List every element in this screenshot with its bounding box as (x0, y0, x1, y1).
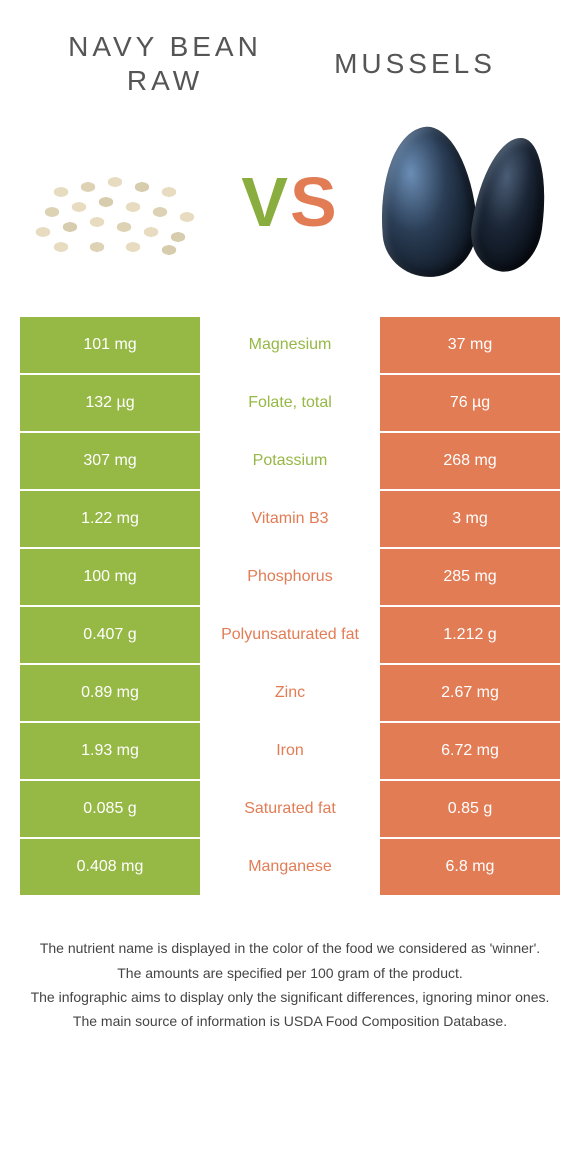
nutrient-left-value: 101 mg (20, 317, 200, 373)
nutrient-right-value: 2.67 mg (380, 665, 560, 721)
vs-letter-v: V (241, 163, 290, 241)
mussels-icon (375, 122, 555, 282)
nutrient-row: 1.93 mgIron6.72 mg (20, 723, 560, 779)
nutrient-row: 100 mgPhosphorus285 mg (20, 549, 560, 605)
nutrient-row: 132 µgFolate, total76 µg (20, 375, 560, 431)
food-title-left-line1: NAVY BEAN (40, 30, 290, 64)
navy-beans-icon (25, 142, 205, 262)
nutrient-left-value: 307 mg (20, 433, 200, 489)
nutrient-row: 0.89 mgZinc2.67 mg (20, 665, 560, 721)
nutrient-left-value: 0.89 mg (20, 665, 200, 721)
nutrient-row: 101 mgMagnesium37 mg (20, 317, 560, 373)
nutrient-name: Zinc (200, 665, 380, 721)
nutrient-name: Polyunsaturated fat (200, 607, 380, 663)
vs-letter-s: S (290, 163, 339, 241)
nutrient-name: Phosphorus (200, 549, 380, 605)
nutrient-right-value: 285 mg (380, 549, 560, 605)
nutrient-name: Saturated fat (200, 781, 380, 837)
nutrient-name: Vitamin B3 (200, 491, 380, 547)
nutrient-name: Manganese (200, 839, 380, 895)
header: NAVY BEAN RAW MUSSELS (0, 0, 580, 117)
nutrient-left-value: 1.22 mg (20, 491, 200, 547)
nutrient-left-value: 100 mg (20, 549, 200, 605)
nutrient-row: 0.407 gPolyunsaturated fat1.212 g (20, 607, 560, 663)
nutrient-right-value: 0.85 g (380, 781, 560, 837)
food-image-right (370, 122, 560, 282)
nutrient-name: Iron (200, 723, 380, 779)
footer-line-2: The amounts are specified per 100 gram o… (30, 962, 550, 984)
nutrient-name: Folate, total (200, 375, 380, 431)
nutrient-right-value: 268 mg (380, 433, 560, 489)
nutrient-right-value: 37 mg (380, 317, 560, 373)
food-title-right: MUSSELS (290, 47, 540, 81)
nutrient-right-value: 6.8 mg (380, 839, 560, 895)
nutrient-left-value: 1.93 mg (20, 723, 200, 779)
nutrient-right-value: 1.212 g (380, 607, 560, 663)
nutrient-row: 0.085 gSaturated fat0.85 g (20, 781, 560, 837)
nutrient-row: 307 mgPotassium268 mg (20, 433, 560, 489)
vs-label: VS (241, 162, 338, 242)
nutrient-left-value: 0.407 g (20, 607, 200, 663)
nutrient-left-value: 132 µg (20, 375, 200, 431)
images-row: VS (0, 117, 580, 317)
food-title-right-line1: MUSSELS (290, 47, 540, 81)
footer-line-4: The main source of information is USDA F… (30, 1010, 550, 1032)
nutrient-right-value: 6.72 mg (380, 723, 560, 779)
nutrient-left-value: 0.085 g (20, 781, 200, 837)
nutrient-row: 1.22 mgVitamin B33 mg (20, 491, 560, 547)
nutrient-right-value: 76 µg (380, 375, 560, 431)
nutrient-row: 0.408 mgManganese6.8 mg (20, 839, 560, 895)
nutrient-right-value: 3 mg (380, 491, 560, 547)
nutrient-name: Magnesium (200, 317, 380, 373)
food-title-left: NAVY BEAN RAW (40, 30, 290, 97)
footer-notes: The nutrient name is displayed in the co… (0, 897, 580, 1055)
food-image-left (20, 122, 210, 282)
footer-line-3: The infographic aims to display only the… (30, 986, 550, 1008)
nutrient-name: Potassium (200, 433, 380, 489)
food-title-left-line2: RAW (40, 64, 290, 98)
footer-line-1: The nutrient name is displayed in the co… (30, 937, 550, 959)
nutrient-table: 101 mgMagnesium37 mg132 µgFolate, total7… (0, 317, 580, 895)
nutrient-left-value: 0.408 mg (20, 839, 200, 895)
